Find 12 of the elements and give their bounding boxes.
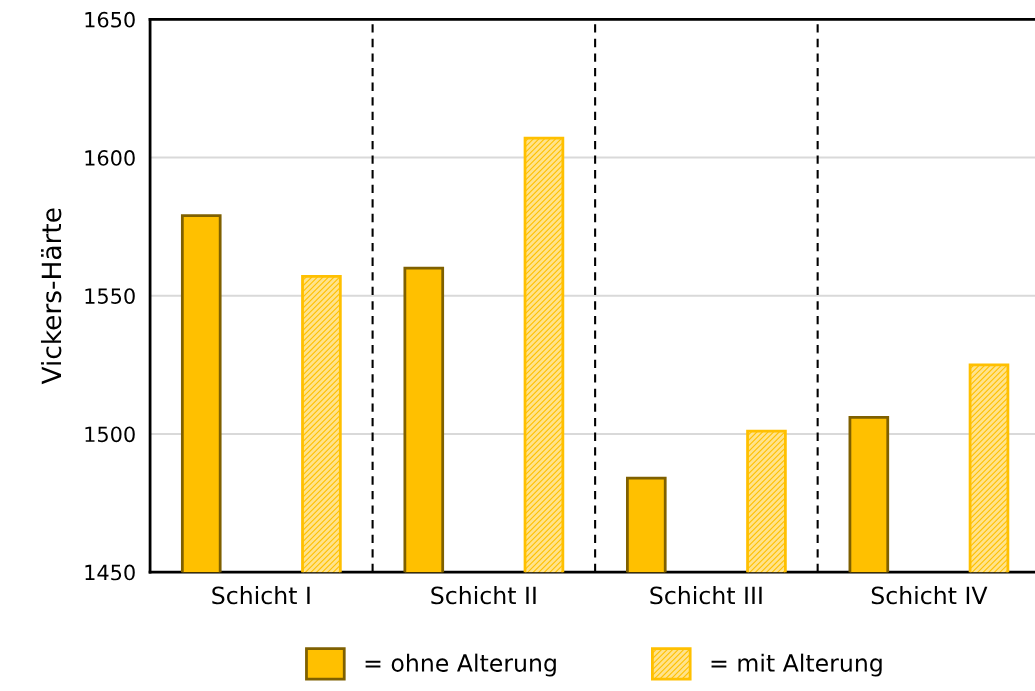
x-tick-label: Schicht II bbox=[431, 586, 536, 605]
y-axis-title: Vickers-Härte bbox=[40, 208, 62, 385]
x-tick-label: Schicht I bbox=[212, 586, 310, 605]
y-tick-label: 1450 bbox=[85, 564, 135, 581]
legend-label: = mit Alterung bbox=[711, 653, 882, 677]
y-tick-label: 1650 bbox=[85, 11, 135, 28]
x-tick-label: Schicht III bbox=[650, 586, 762, 605]
x-tick-label: Schicht IV bbox=[871, 586, 988, 605]
y-tick-label: 1500 bbox=[85, 426, 135, 443]
legend-label: = ohne Alterung bbox=[365, 653, 556, 677]
y-tick-label: 1550 bbox=[85, 288, 135, 304]
y-tick-label: 1600 bbox=[85, 150, 135, 166]
